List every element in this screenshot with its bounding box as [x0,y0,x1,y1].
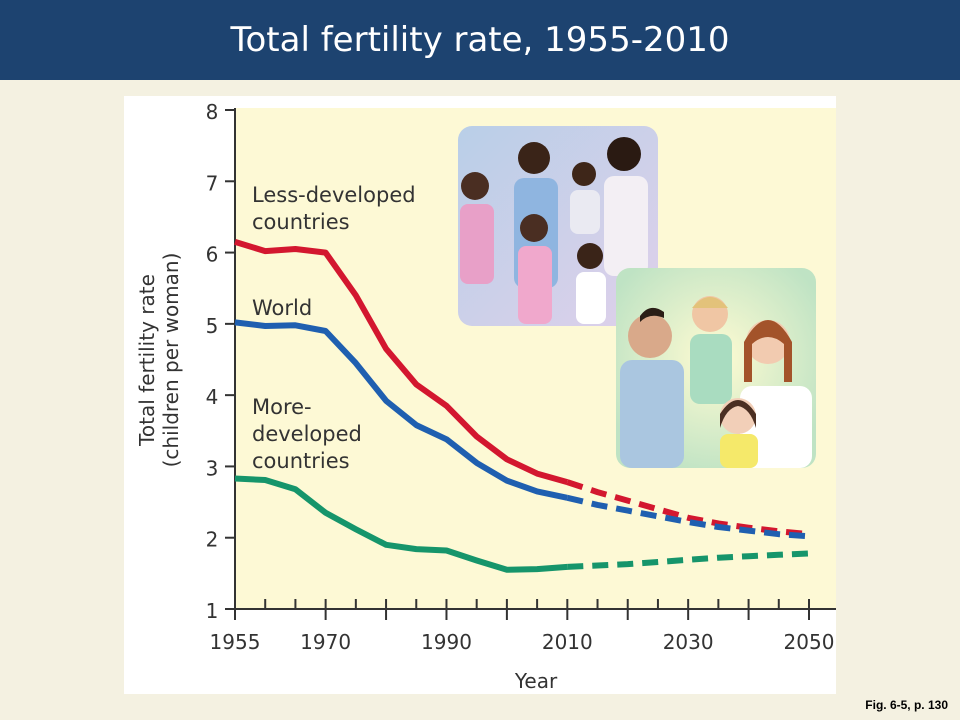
y-tick-label: 8 [206,100,219,124]
y-tick-label: 1 [206,599,219,623]
y-tick-label: 2 [206,528,219,552]
y-tick-label: 6 [206,243,219,267]
axis-ticks [225,109,810,620]
series-line-historical [234,239,569,485]
figure-caption: Fig. 6-5, p. 130 [865,698,948,712]
series-label: countries [252,449,350,473]
x-axis-label: Year [514,669,558,693]
series-line-historical [234,475,568,573]
x-tick-label: 1970 [300,630,351,654]
series-label: developed [252,422,362,446]
series-line-historical [234,319,568,501]
x-tick-label: 2010 [542,630,593,654]
slide-title: Total fertility rate, 1955-2010 [230,20,730,60]
tick-labels: 1 2 3 4 5 6 7 8 1955 1970 1990 2010 2030 2050 [206,100,835,654]
series-lines [234,239,810,573]
y-tick-label: 7 [206,171,219,195]
series-label: World [252,296,312,320]
y-tick-label: 3 [206,456,219,480]
fertility-chart: 1 2 3 4 5 6 7 8 1955 1970 1990 2010 2030 2050 Year To… [135,100,836,693]
y-tick-label: 5 [206,314,219,338]
series-line-projection [567,550,810,570]
series-label: Less-developed [252,183,416,207]
family-photo-large [458,126,658,326]
x-tick-label: 2050 [784,630,835,654]
series-label: More- [252,395,312,419]
y-axis-label-line2: (children per woman) [159,253,183,468]
x-tick-label: 1955 [210,630,261,654]
series-label: countries [252,210,350,234]
y-axis-label-line1: Total fertility rate [135,274,159,447]
series-line-projection [566,494,810,540]
x-tick-label: 2030 [663,630,714,654]
x-tick-label: 1990 [421,630,472,654]
family-photo-small [616,268,816,468]
y-tick-label: 4 [206,385,219,409]
title-bar [0,0,960,80]
series-labels: Less-developed countries World More-develop… [252,183,416,473]
